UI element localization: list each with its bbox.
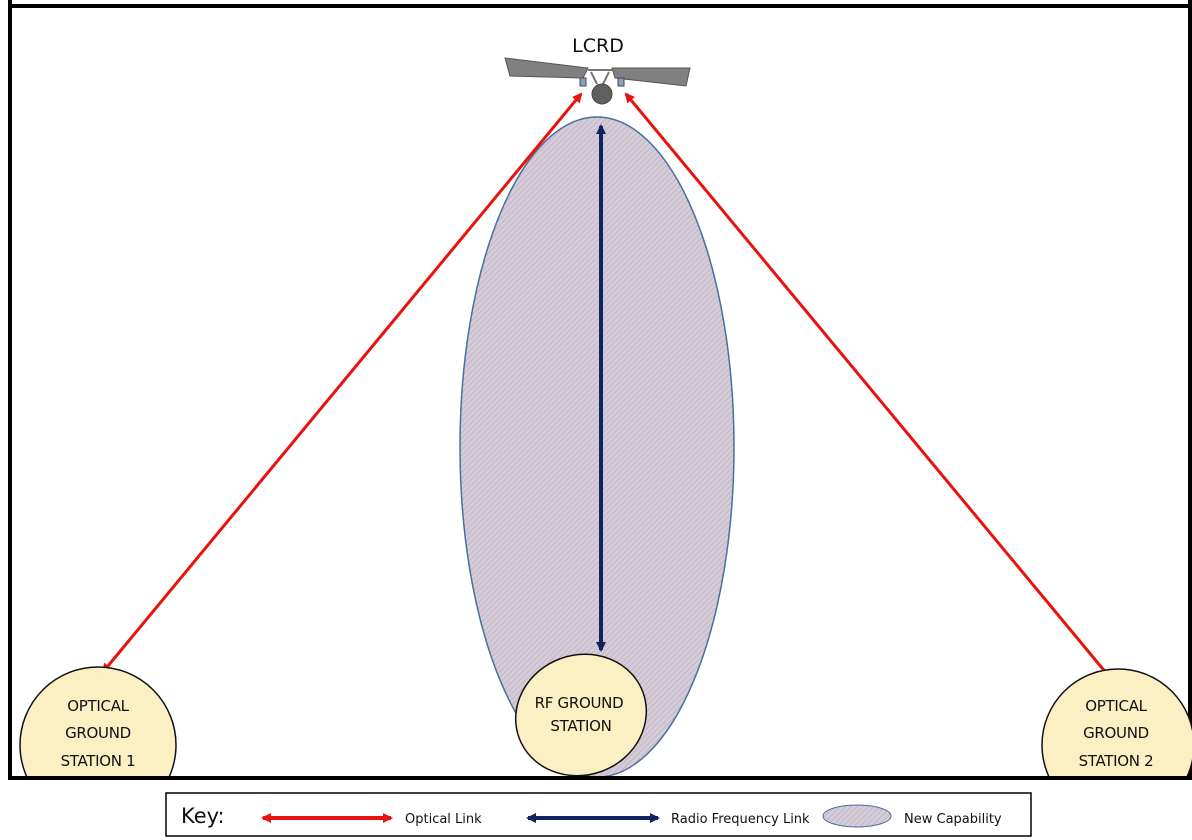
optical-ground-station-1: OPTICAL GROUND STATION 1	[19, 666, 177, 777]
rf-station-label-line-1: RF GROUND	[535, 694, 624, 712]
optical-link-station-1	[101, 92, 583, 674]
legend-rf-label: Radio Frequency Link	[671, 812, 810, 827]
legend-title: Key:	[181, 804, 225, 828]
rf-ground-station: RF GROUND STATION	[514, 653, 648, 777]
optical-station-1-line-1: OPTICAL	[67, 697, 129, 715]
optical-station-2-line-3: STATION 2	[1079, 752, 1154, 770]
satellite-label: LCRD	[572, 35, 624, 57]
optical-ground-station-2: OPTICAL GROUND STATION 2	[1041, 668, 1192, 777]
legend-optical-label: Optical Link	[405, 812, 482, 827]
rf-station-label-line-2: STATION	[550, 717, 611, 735]
optical-station-1-line-3: STATION 1	[61, 752, 136, 770]
legend-capability-swatch	[822, 804, 892, 828]
legend-capability-label: New Capability	[904, 812, 1002, 827]
legend: Key: Optical Link Radio Frequency Link N…	[165, 792, 1032, 837]
optical-station-2-line-1: OPTICAL	[1085, 697, 1147, 715]
legend-box	[165, 792, 1032, 837]
satellite-icon	[504, 57, 691, 105]
optical-station-2-line-2: GROUND	[1083, 724, 1149, 742]
optical-station-1-line-2: GROUND	[65, 724, 131, 742]
optical-link-station-2	[624, 92, 1114, 682]
